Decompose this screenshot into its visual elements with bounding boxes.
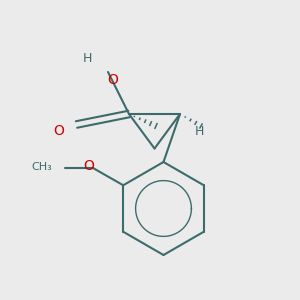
Text: O: O <box>107 73 118 86</box>
Text: CH₃: CH₃ <box>32 161 52 172</box>
Text: O: O <box>53 124 64 137</box>
Text: H: H <box>195 125 204 139</box>
Text: O: O <box>83 160 94 173</box>
Text: H: H <box>82 52 92 65</box>
